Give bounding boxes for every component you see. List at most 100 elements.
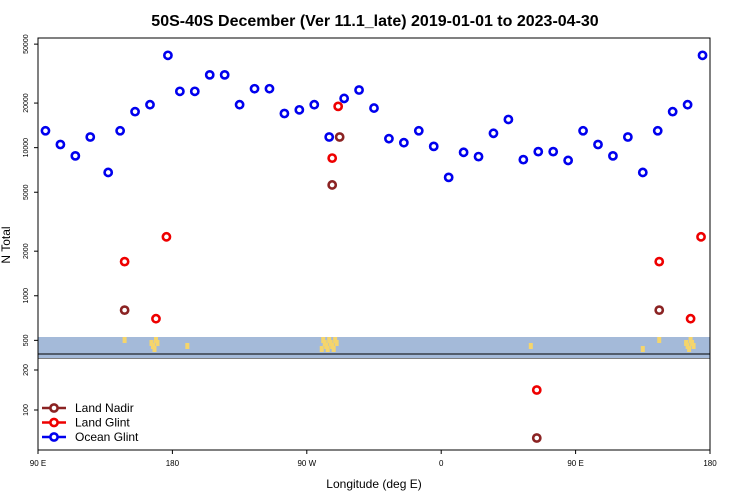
land-glint-point [327,153,338,164]
x-tick-label: 180 [703,459,717,468]
ocean-glint-point [85,132,96,142]
ocean-glint-point [667,106,678,117]
ocean-glint-point [204,69,215,80]
land-nadir-point [119,305,130,316]
land-glint-point [696,231,706,242]
lower-panel [37,357,711,451]
ocean-glint-point [163,50,173,61]
y-tick-label: 5000 [23,184,30,200]
ocean-glint-point [428,141,439,152]
data-points [40,50,708,443]
ocean-glint-point [339,93,350,104]
ocean-glint-point [130,106,140,117]
legend-swatch-marker [49,432,59,442]
ocean-glint-point [354,85,364,95]
ocean-glint-point [234,99,245,110]
land-mass-mark [185,343,190,349]
ocean-glint-point [384,133,394,144]
y-axis-label: N Total [0,226,13,263]
ocean-glint-point [103,167,114,178]
ocean-glint-point [398,137,409,148]
legend-swatch-marker [49,403,59,413]
land-mass-mark [331,346,336,352]
ocean-glint-point [682,99,693,110]
y-tick-label: 2000 [23,243,30,259]
x-axis: 90 E 180 90 W 0 90 E 180 [30,450,717,468]
y-tick-label: 500 [23,334,30,346]
x-tick-label: 180 [166,459,180,468]
land-nadir-point [327,180,338,190]
ocean-glint-point [503,114,514,125]
land-glint-point [654,256,665,267]
land-mass-mark [657,337,662,343]
ocean-glint-point [488,128,499,139]
land-nadir-point [334,132,345,142]
land-mass-mark [325,346,330,352]
x-tick-label: 0 [439,459,444,468]
y-tick-label: 1000 [23,288,30,304]
land-nadir-point [654,305,665,316]
land-strip [38,337,710,358]
ocean-glint-point [294,104,305,115]
legend-label: Ocean Glint [75,430,139,444]
ocean-glint-point [652,125,663,136]
land-nadir-point [531,433,542,443]
ocean-glint-point [369,103,379,113]
y-tick-label: 100 [23,404,30,416]
ocean-glint-point [443,172,454,183]
land-glint-point [119,256,130,267]
x-tick-label: 90 E [30,459,46,468]
legend-swatch-marker [49,417,59,428]
land-glint-point [685,313,696,324]
land-glint-point [151,313,161,324]
y-axis-lower: 100 200 [23,364,38,416]
y-tick-label: 20000 [23,93,30,113]
legend-label: Land Glint [75,416,130,430]
ocean-glint-point [70,150,81,161]
ocean-glint-point [578,125,588,136]
ocean-glint-point [249,83,260,94]
ocean-glint-point [40,125,51,136]
upper-panel [37,37,711,359]
x-tick-label: 90 E [567,459,583,468]
ocean-glint-point [518,154,529,165]
y-tick-label: 50000 [23,34,30,54]
land-mass-mark [152,346,157,352]
y-axis-upper: 500 1000 2000 5000 10000 20000 50000 [23,34,38,346]
chart-title: 50S-40S December (Ver 11.1_late) 2019-01… [151,13,599,30]
land-glint-point [333,101,344,112]
ocean-glint-point [593,139,603,150]
land-mass-mark [640,346,645,352]
x-axis-label: Longitude (deg E) [326,477,421,491]
land-glint-point [161,231,172,242]
y-tick-label: 10000 [23,138,30,158]
ocean-glint-point [533,146,544,157]
ocean-glint-point [115,125,126,136]
land-glint-point [531,385,542,395]
ocean-glint-point [697,50,708,61]
ocean-glint-point [473,151,484,162]
ocean-glint-point [55,139,66,150]
ocean-glint-point [309,99,320,110]
y-tick-label: 200 [23,364,30,376]
ocean-glint-point [324,132,335,142]
land-mass-mark [528,343,533,349]
ocean-glint-point [548,146,559,157]
ocean-glint-point [279,108,290,119]
ocean-glint-point [219,69,230,80]
land-band [38,337,710,358]
ocean-glint-point [189,86,200,97]
land-mass-mark [687,346,692,352]
land-mass-mark [334,340,339,346]
land-mass-mark [122,337,127,343]
ocean-glint-point [264,83,275,94]
ocean-glint-point [622,132,633,142]
land-mass-mark [691,343,696,349]
ocean-glint-point [145,99,155,110]
ocean-glint-point [608,150,618,161]
land-mass-mark [155,340,160,346]
ocean-glint-point [174,86,185,97]
ocean-glint-point [563,155,574,166]
